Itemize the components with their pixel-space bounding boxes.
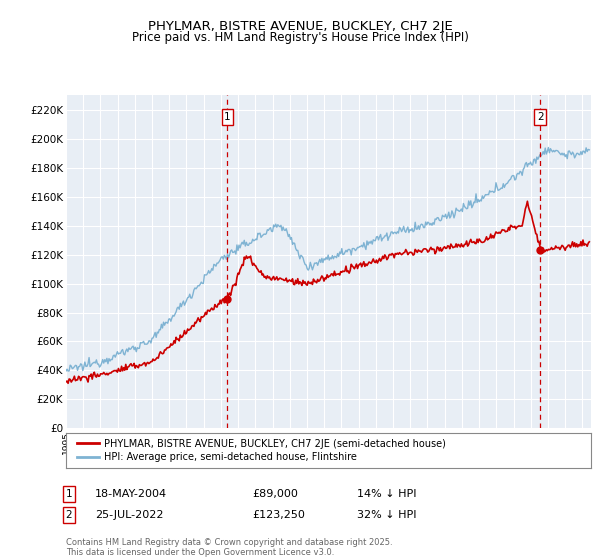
Text: £89,000: £89,000 xyxy=(252,489,298,499)
Text: £123,250: £123,250 xyxy=(252,510,305,520)
Text: Price paid vs. HM Land Registry's House Price Index (HPI): Price paid vs. HM Land Registry's House … xyxy=(131,31,469,44)
Text: 25-JUL-2022: 25-JUL-2022 xyxy=(95,510,163,520)
Text: 2: 2 xyxy=(65,510,73,520)
Text: 32% ↓ HPI: 32% ↓ HPI xyxy=(357,510,416,520)
Text: 14% ↓ HPI: 14% ↓ HPI xyxy=(357,489,416,499)
Text: 1: 1 xyxy=(65,489,73,499)
Text: PHYLMAR, BISTRE AVENUE, BUCKLEY, CH7 2JE: PHYLMAR, BISTRE AVENUE, BUCKLEY, CH7 2JE xyxy=(148,20,452,32)
Legend: PHYLMAR, BISTRE AVENUE, BUCKLEY, CH7 2JE (semi-detached house), HPI: Average pri: PHYLMAR, BISTRE AVENUE, BUCKLEY, CH7 2JE… xyxy=(73,435,449,466)
Text: Contains HM Land Registry data © Crown copyright and database right 2025.
This d: Contains HM Land Registry data © Crown c… xyxy=(66,538,392,557)
Text: 1: 1 xyxy=(224,112,231,122)
Text: 2: 2 xyxy=(537,112,544,122)
Text: 18-MAY-2004: 18-MAY-2004 xyxy=(95,489,167,499)
